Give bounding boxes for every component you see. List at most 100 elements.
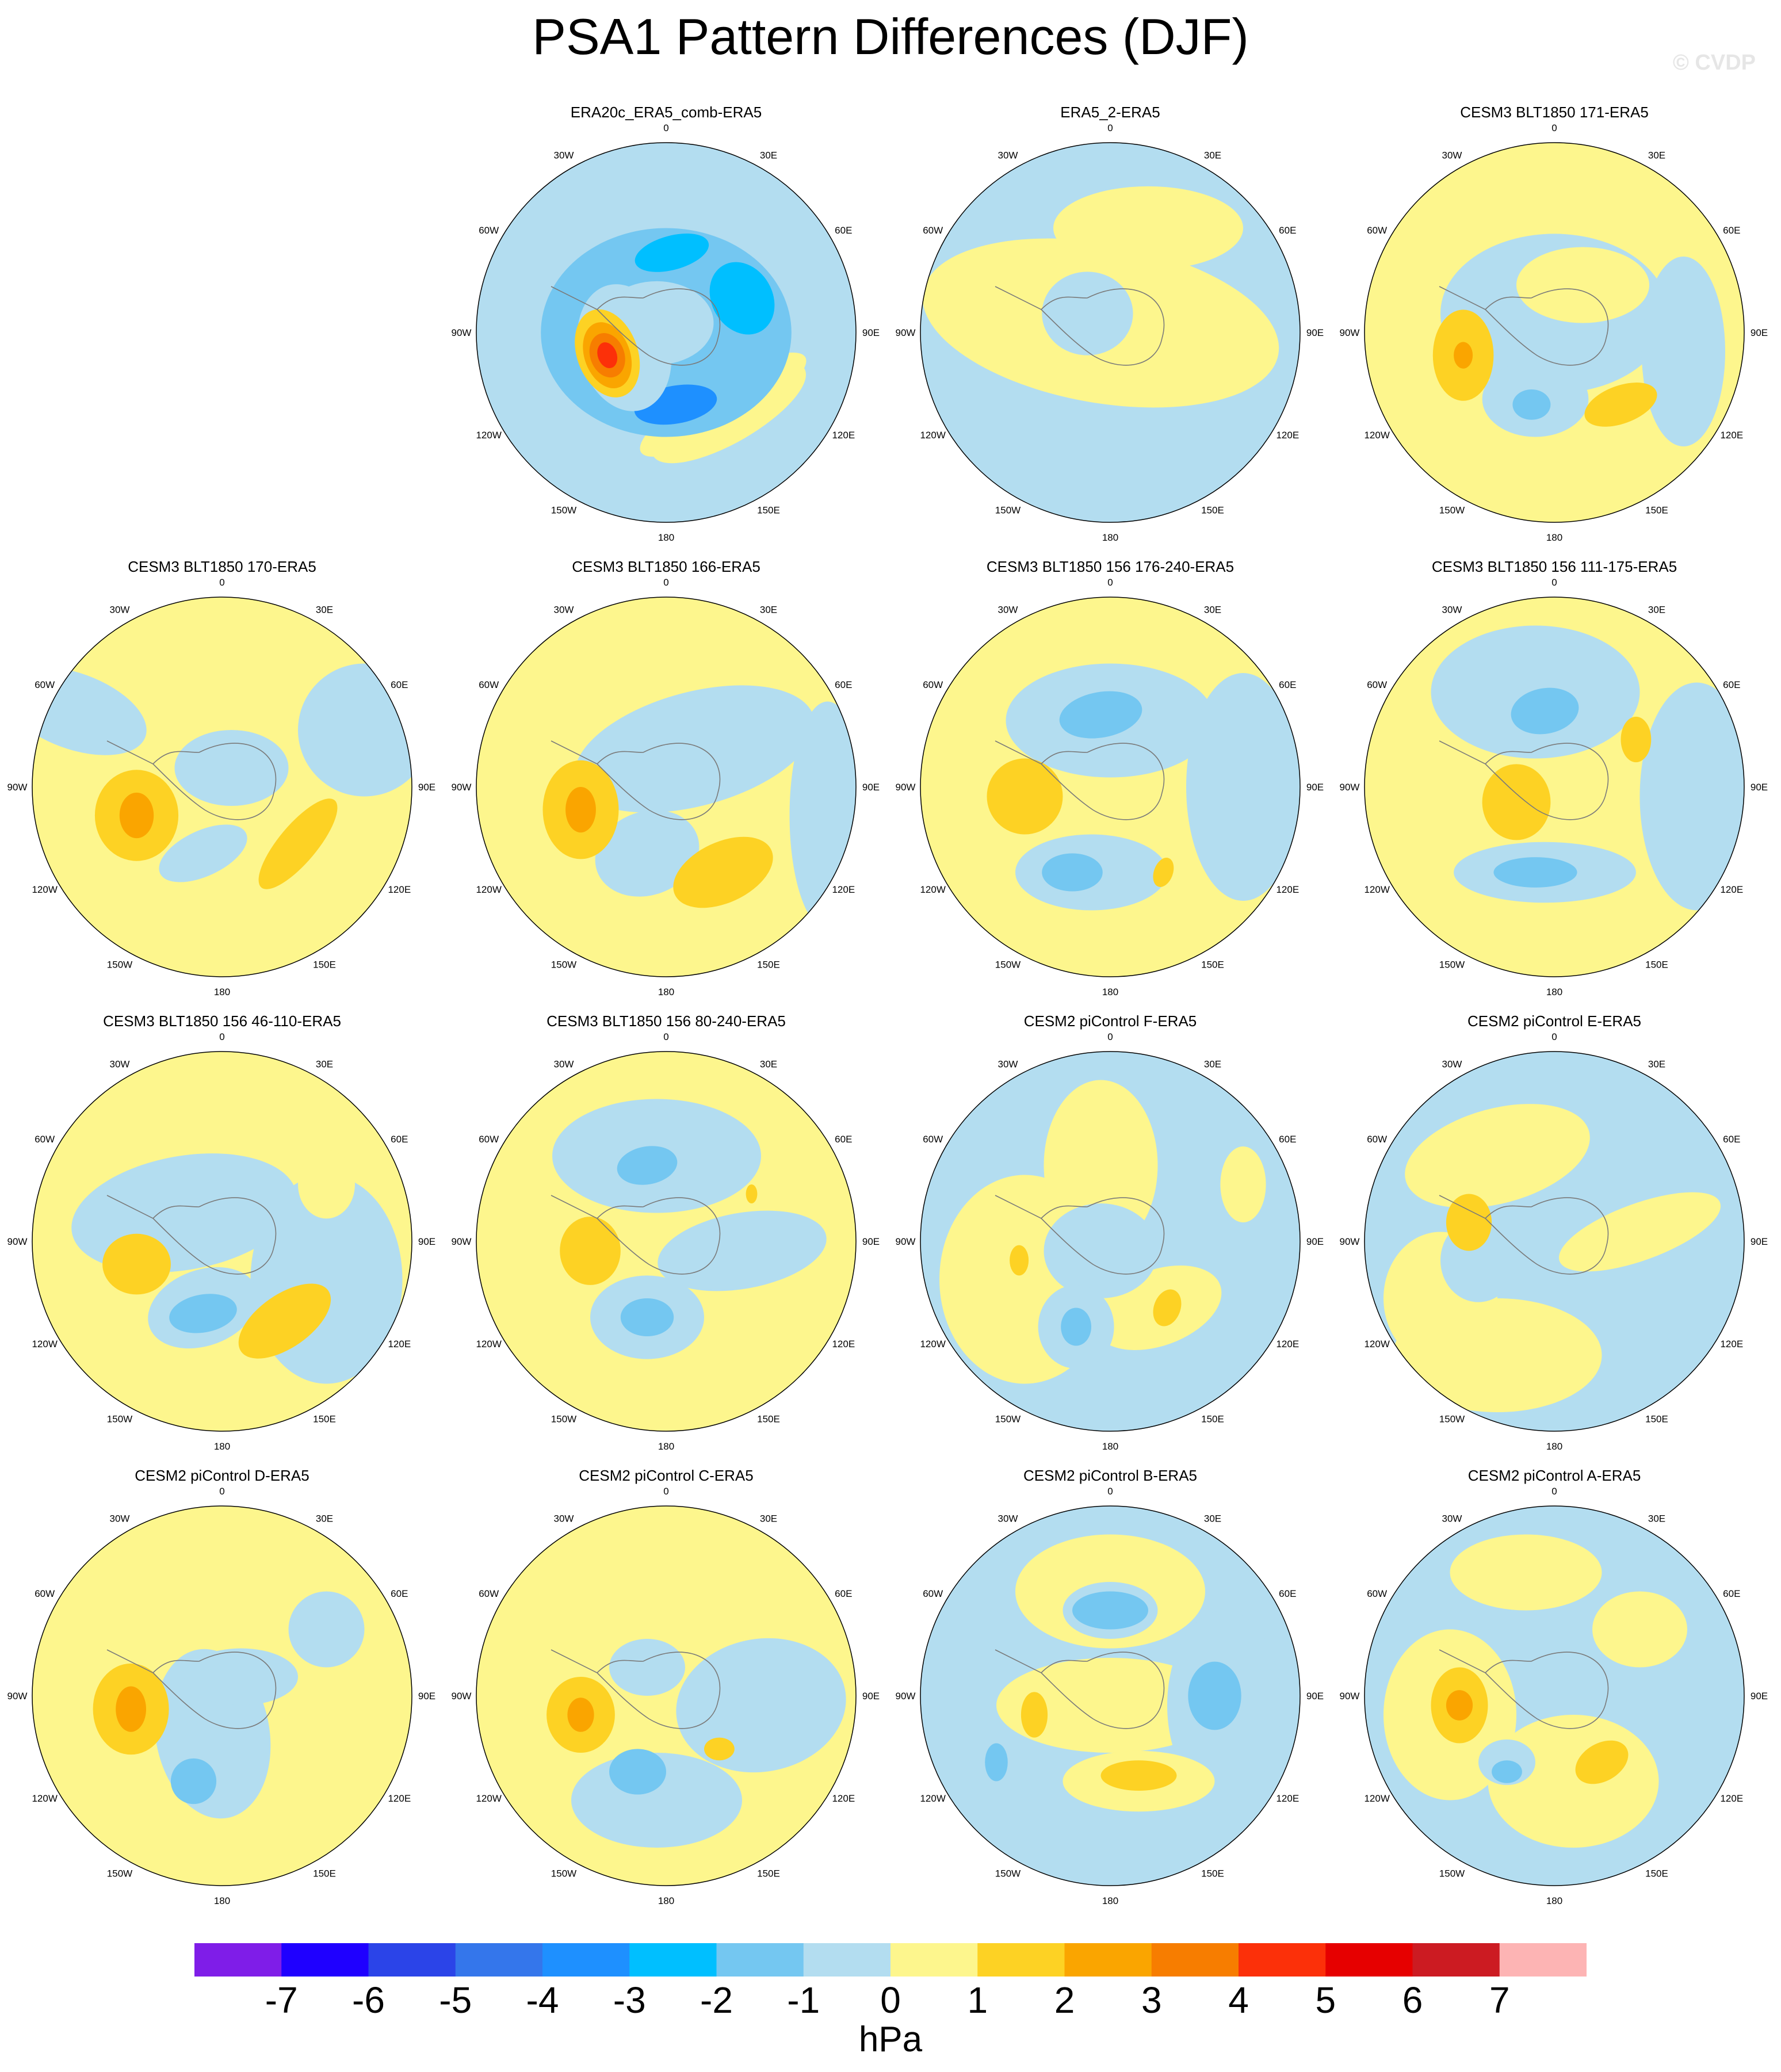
- colorbar-tick-label: 0: [880, 1979, 901, 2021]
- longitude-label: 90W: [452, 1236, 472, 1247]
- longitude-label: 60E: [391, 1134, 408, 1145]
- longitude-label: 120E: [832, 1793, 855, 1804]
- map-border: [476, 142, 857, 523]
- longitude-label: 30E: [1204, 150, 1221, 161]
- contour-region: [1010, 1245, 1029, 1276]
- longitude-label: 120W: [1364, 884, 1389, 895]
- longitude-label: 90W: [452, 327, 472, 338]
- longitude-label: 30E: [1648, 150, 1665, 161]
- map-panel: CESM2 piControl B-ERA5 0 30E 60E 90E 120E 150E…: [888, 1466, 1332, 1920]
- longitude-label: 180: [1102, 1441, 1118, 1452]
- longitude-label: 120W: [1364, 1339, 1389, 1350]
- longitude-label: 150E: [313, 1413, 336, 1424]
- panel-title: CESM3 BLT1850 171-ERA5: [1460, 104, 1649, 121]
- contour-region: [1044, 1080, 1158, 1251]
- longitude-label: 60E: [835, 225, 852, 236]
- map-panel: CESM2 piControl F-ERA5 0 30E 60E 90E 120E 150E…: [888, 1011, 1332, 1466]
- map-border: [920, 597, 1301, 977]
- coastline: [1439, 1195, 1609, 1275]
- contour-region: [746, 1184, 758, 1203]
- longitude-label: 180: [658, 1895, 674, 1906]
- longitude-label: 0: [1551, 1486, 1557, 1497]
- longitude-label: 30E: [316, 1513, 333, 1524]
- longitude-label: 90W: [7, 1691, 28, 1702]
- polar-map: 0 30E 60E 90E 120E 150E 180 150W 120W 90W 60W 30W: [452, 1031, 880, 1452]
- polar-map: 0 30E 60E 90E 120E 150E 180 150W 120W 90W 60W 30W: [896, 123, 1324, 543]
- map-panel: CESM3 BLT1850 166-ERA5 0 30E 60E 90E 120E 150E…: [444, 557, 888, 1011]
- map-panel: ERA5_2-ERA5 0 30E 60E 90E 120E 150E 180 150W 120W…: [888, 102, 1332, 557]
- longitude-label: 180: [214, 987, 230, 997]
- longitude-label: 150W: [1439, 504, 1465, 515]
- contour-region: [574, 685, 815, 813]
- longitude-label: 180: [1546, 987, 1562, 997]
- contour-region: [298, 1150, 355, 1219]
- longitude-label: 150E: [313, 1868, 336, 1879]
- longitude-label: 120E: [1276, 1339, 1299, 1350]
- coastline: [551, 1649, 721, 1729]
- panel-title: CESM3 BLT1850 156 176-240-ERA5: [986, 558, 1235, 575]
- longitude-label: 60W: [479, 1588, 499, 1599]
- contour-region: [102, 1233, 171, 1295]
- coastline: [106, 740, 277, 820]
- map-border: [476, 1505, 857, 1886]
- longitude-label: 60W: [923, 1134, 943, 1145]
- longitude-label: 60W: [35, 1134, 55, 1145]
- map-panel: CESM3 BLT1850 170-ERA5 0 30E 60E 90E 120E 150E…: [0, 557, 444, 1011]
- panel-title: ERA20c_ERA5_comb-ERA5: [570, 104, 762, 121]
- contour-region: [709, 262, 775, 335]
- longitude-label: 60W: [1367, 1134, 1387, 1145]
- contour-region: [170, 1758, 217, 1805]
- colorbar-swatch: [542, 1943, 630, 1977]
- map-background: [920, 597, 1300, 977]
- longitude-label: 90E: [418, 1236, 435, 1247]
- colorbar: [194, 1943, 1587, 1977]
- longitude-label: 0: [663, 123, 668, 133]
- contour-region: [658, 1210, 827, 1291]
- polar-map: 0 30E 60E 90E 120E 150E 180 150W 120W 90W 60W 30W: [896, 1486, 1324, 1906]
- coastline: [995, 1649, 1165, 1729]
- longitude-label: 150E: [1645, 1413, 1668, 1424]
- contour-region: [1512, 389, 1551, 420]
- longitude-label: 90E: [862, 1691, 880, 1702]
- contour-region: [1059, 691, 1142, 739]
- map-panel: CESM2 piControl E-ERA5 0 30E 60E 90E 120E 150E…: [1332, 1011, 1776, 1466]
- polar-map: 0 30E 60E 90E 120E 150E 180 150W 120W 90W 60W 30W: [452, 577, 880, 997]
- longitude-label: 120W: [476, 884, 501, 895]
- contour-region: [116, 1686, 147, 1732]
- coastline: [106, 1649, 277, 1729]
- longitude-label: 90W: [896, 1236, 916, 1247]
- map-border: [1364, 597, 1745, 977]
- longitude-label: 150W: [995, 1868, 1021, 1879]
- longitude-label: 0: [663, 1486, 668, 1497]
- map-border: [32, 1505, 412, 1886]
- contour-region: [1188, 1661, 1241, 1730]
- contour-region: [1450, 1534, 1602, 1611]
- longitude-label: 30E: [316, 1059, 333, 1070]
- longitude-label: 0: [1551, 1031, 1557, 1042]
- longitude-label: 60E: [1279, 679, 1296, 690]
- map-panel: CESM2 piControl A-ERA5 0 30E 60E 90E 120E 150E…: [1332, 1466, 1776, 1920]
- longitude-label: 0: [663, 577, 668, 588]
- longitude-label: 150W: [107, 1413, 132, 1424]
- contour-region: [1492, 1760, 1522, 1783]
- longitude-label: 120E: [1720, 1339, 1743, 1350]
- longitude-label: 120W: [920, 430, 945, 441]
- longitude-label: 90W: [1340, 1691, 1360, 1702]
- longitude-label: 120W: [476, 1793, 501, 1804]
- longitude-label: 60W: [1367, 679, 1387, 690]
- longitude-label: 90W: [1340, 327, 1360, 338]
- longitude-label: 180: [1546, 532, 1562, 543]
- longitude-label: 150W: [551, 1413, 576, 1424]
- longitude-label: 150E: [1201, 1413, 1224, 1424]
- panel-title: ERA5_2-ERA5: [1060, 104, 1160, 121]
- map-border: [920, 142, 1301, 523]
- longitude-label: 30W: [998, 150, 1018, 161]
- longitude-label: 150W: [995, 959, 1021, 970]
- colorbar-tick-label: 5: [1315, 1979, 1336, 2021]
- longitude-label: 150W: [551, 959, 576, 970]
- contour-region: [184, 1648, 298, 1706]
- panel-title: CESM3 BLT1850 156 46-110-ERA5: [103, 1012, 341, 1030]
- longitude-label: 60W: [479, 679, 499, 690]
- contour-region: [1639, 682, 1744, 911]
- panel-title: CESM2 piControl A-ERA5: [1467, 1467, 1641, 1484]
